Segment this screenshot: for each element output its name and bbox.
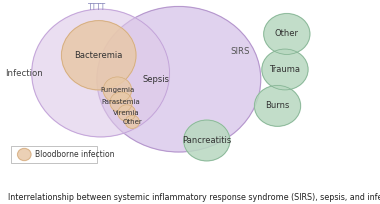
Text: Sepsis: Sepsis: [143, 75, 170, 84]
Text: Bacteremia: Bacteremia: [74, 51, 123, 60]
Text: Fungemia: Fungemia: [100, 87, 135, 93]
Text: Bloodborne infection: Bloodborne infection: [35, 150, 115, 159]
Ellipse shape: [184, 120, 230, 161]
Text: Parastemia: Parastemia: [102, 99, 141, 105]
Text: Other: Other: [275, 30, 299, 39]
Text: Other: Other: [122, 119, 142, 125]
Text: Pancreatitis: Pancreatitis: [182, 136, 231, 145]
Ellipse shape: [264, 14, 310, 54]
Ellipse shape: [110, 92, 132, 113]
Text: SIRS: SIRS: [231, 47, 250, 56]
Ellipse shape: [32, 9, 169, 137]
Text: Interrelationship between systemic inflammatory response syndrome (SIRS), sepsis: Interrelationship between systemic infla…: [8, 193, 380, 202]
Ellipse shape: [262, 49, 308, 90]
Text: Infection: Infection: [5, 69, 43, 78]
Text: Burns: Burns: [265, 101, 290, 110]
Text: Trauma: Trauma: [269, 65, 301, 74]
Text: Viremia: Viremia: [113, 110, 140, 116]
Ellipse shape: [62, 21, 136, 90]
Ellipse shape: [125, 115, 139, 128]
Ellipse shape: [17, 149, 31, 161]
Ellipse shape: [97, 7, 261, 152]
Ellipse shape: [103, 77, 131, 103]
Text: TTTT: TTTT: [88, 3, 106, 12]
Ellipse shape: [255, 85, 301, 126]
Ellipse shape: [118, 105, 136, 121]
FancyBboxPatch shape: [11, 146, 97, 163]
